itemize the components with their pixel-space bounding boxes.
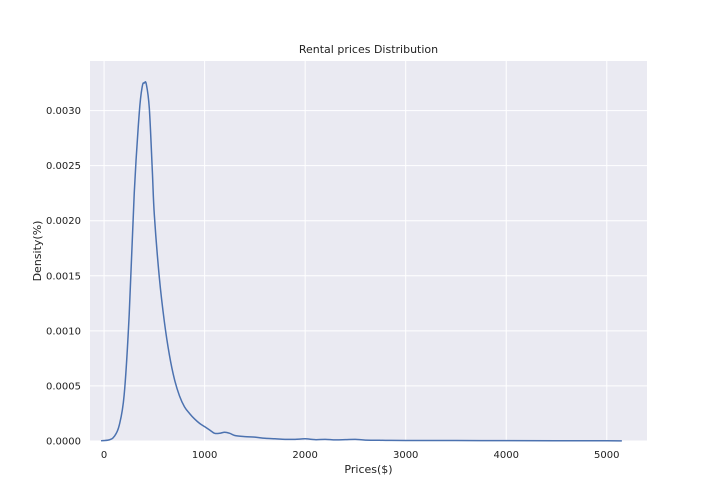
y-tick-label: 0.0015: [46, 271, 81, 282]
x-tick-labels: 0 1000 2000 3000 4000 5000: [101, 450, 620, 461]
x-tick-label: 1000: [192, 450, 217, 461]
y-tick-label: 0.0010: [46, 326, 81, 337]
y-tick-label: 0.0005: [46, 381, 81, 392]
x-tick-label: 0: [101, 450, 107, 461]
y-axis-label: Density(%): [31, 221, 44, 282]
y-tick-labels: 0.0000 0.0005 0.0010 0.0015 0.0020 0.0025 0.00…: [46, 106, 81, 447]
y-tick-label: 0.0020: [46, 216, 81, 227]
y-tick-label: 0.0000: [46, 437, 81, 448]
x-tick-label: 2000: [292, 450, 317, 461]
x-tick-label: 5000: [594, 450, 619, 461]
x-tick-label: 3000: [393, 450, 418, 461]
grid-lines: [90, 61, 647, 442]
y-tick-label: 0.0025: [46, 161, 81, 172]
chart-title: Rental prices Distribution: [299, 43, 438, 56]
density-line: [100, 81, 622, 442]
x-axis-label: Prices($): [344, 463, 392, 476]
y-tick-label: 0.0030: [46, 106, 81, 117]
plot-background: [90, 61, 647, 441]
x-tick-label: 4000: [494, 450, 519, 461]
